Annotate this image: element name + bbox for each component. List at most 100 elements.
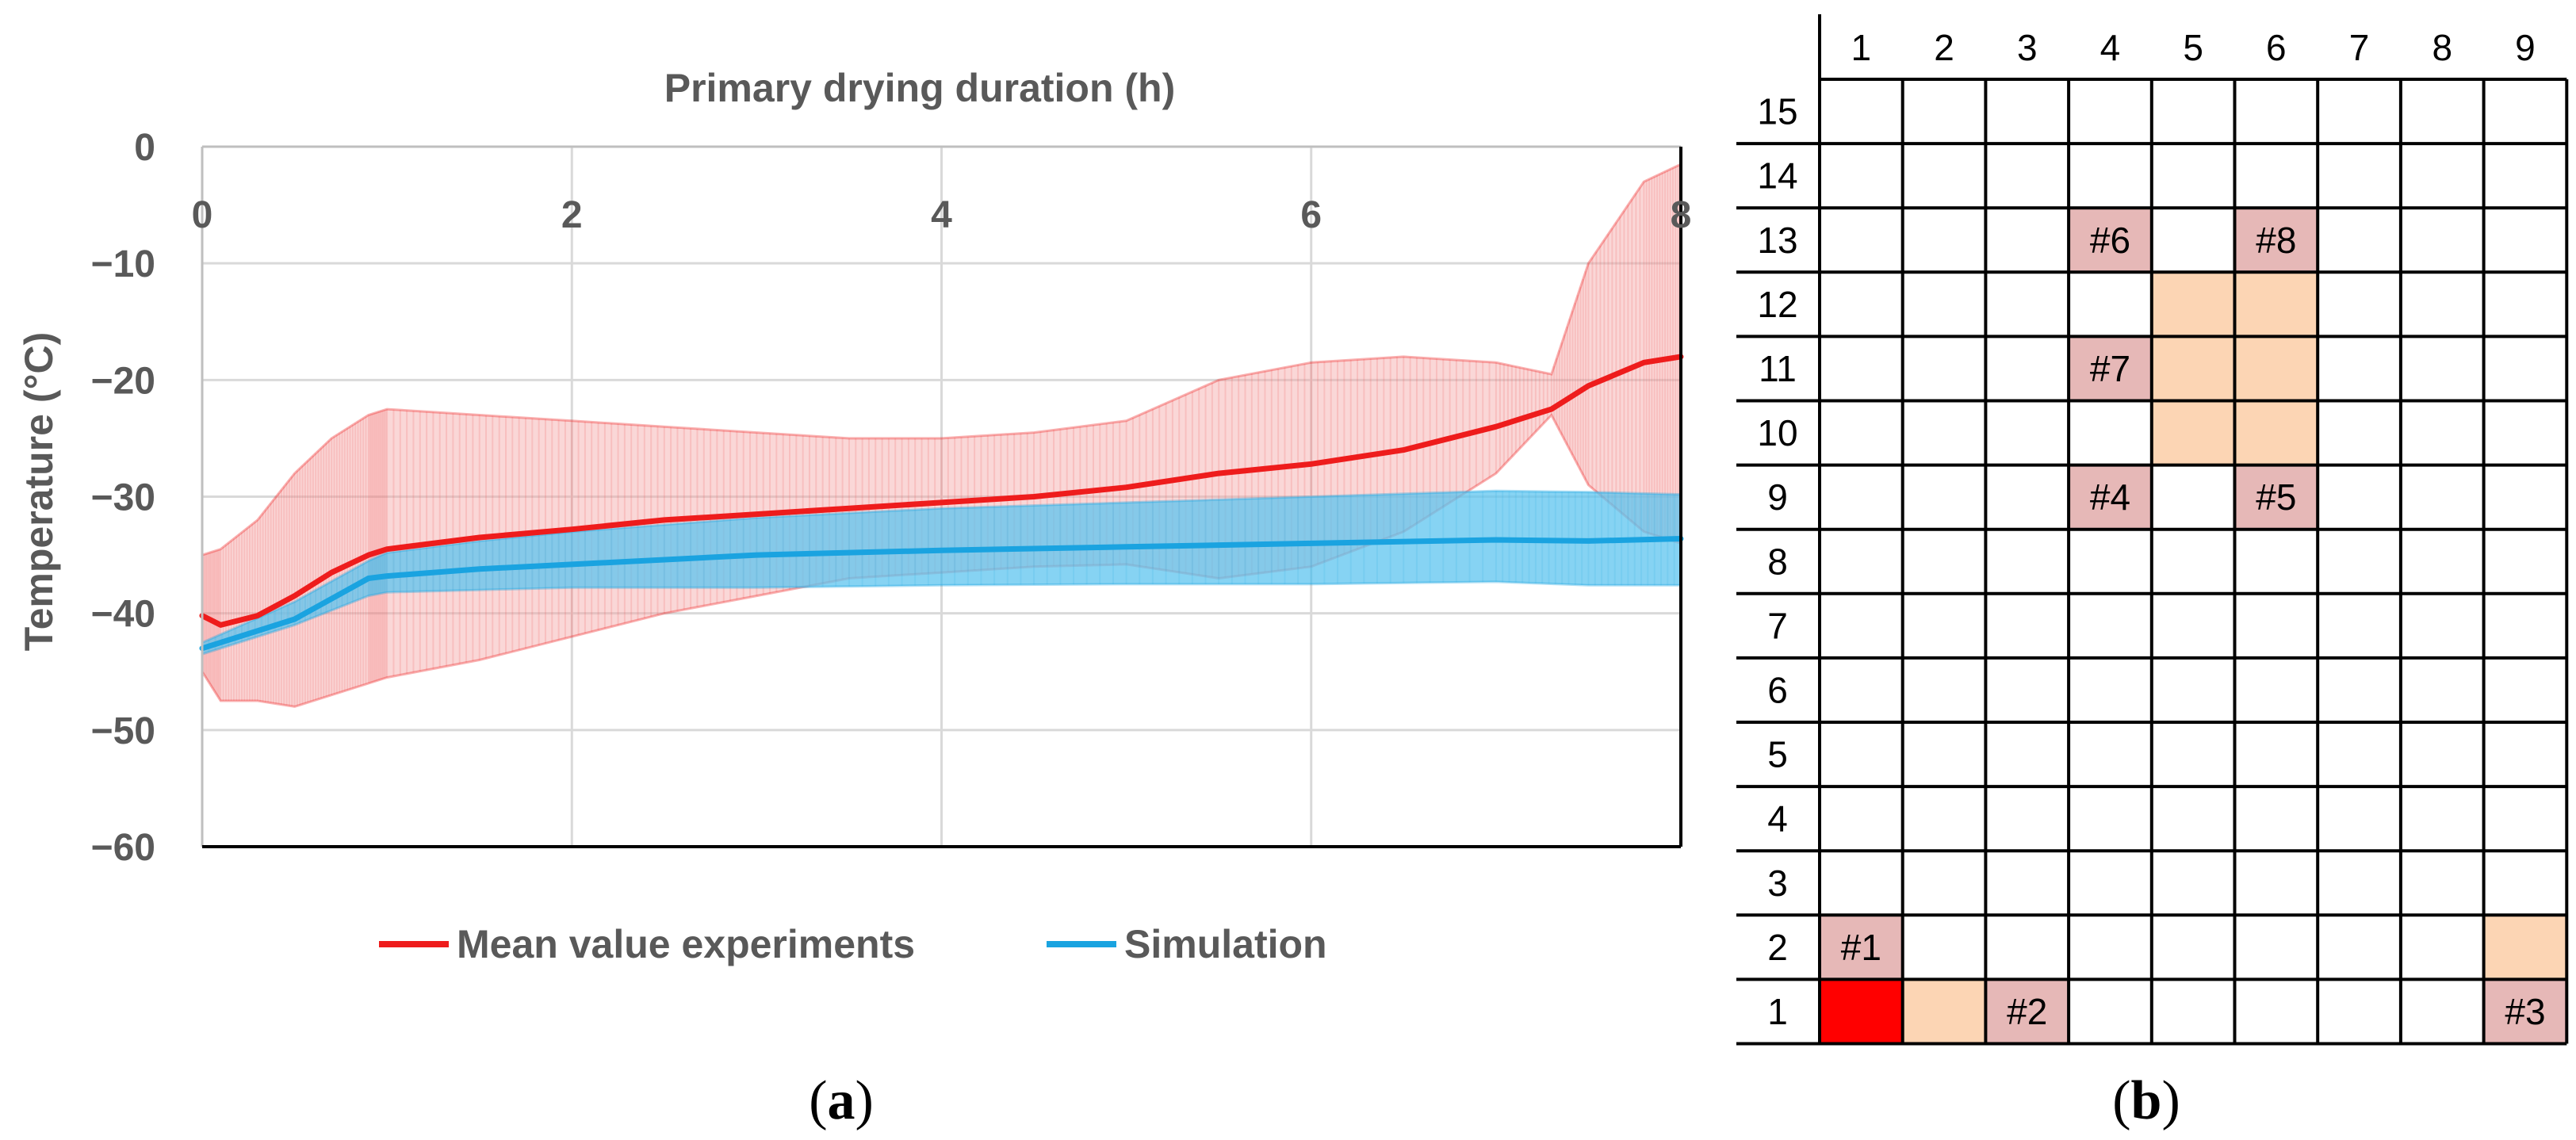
row-number: 2 [1767, 927, 1788, 968]
cell-fill [2234, 336, 2318, 401]
column-number: 3 [2017, 27, 2038, 68]
grid-cells: #6 #8 #7 #4 #5 #1 #2 #3 [1820, 208, 2567, 1044]
row-number: 9 [1767, 476, 1788, 518]
cell-fill [2151, 336, 2235, 401]
cell-label: #8 [2256, 220, 2296, 261]
grid-cell: #8 [2234, 208, 2318, 273]
row-number: 8 [1767, 541, 1788, 582]
cell-fill [2234, 400, 2318, 465]
column-number: 2 [1934, 27, 1954, 68]
cell-fill [1820, 915, 1903, 980]
x-tick-labels: 0 2 4 6 8 [192, 194, 1692, 236]
cell-fill [2234, 208, 2318, 273]
row-number: 5 [1767, 734, 1788, 775]
panel-label-b: (b) [2112, 1070, 2180, 1131]
cell-label: #5 [2256, 476, 2296, 518]
column-number: 8 [2432, 27, 2452, 68]
row-number: 14 [1757, 155, 1797, 197]
row-number: 13 [1757, 220, 1797, 261]
cell-label: #6 [2090, 220, 2130, 261]
row-number: 4 [1767, 798, 1788, 840]
legend-label: Mean value experiments [457, 922, 915, 966]
cell-label: #1 [1841, 927, 1881, 968]
x-tick-label: 0 [192, 194, 213, 236]
row-number: 12 [1757, 284, 1797, 325]
row-number: 15 [1757, 91, 1797, 132]
cell-fill [2069, 208, 2152, 273]
x-tick-label: 4 [931, 194, 952, 236]
cell-fill [1985, 979, 2069, 1044]
chart-axes [201, 145, 1682, 848]
grid-cell [1820, 979, 1903, 1044]
grid-cell: #2 [1985, 979, 2069, 1044]
cell-fill [2151, 272, 2235, 337]
y-axis-title: Temperature (°C) [17, 332, 61, 651]
row-number: 6 [1767, 669, 1788, 710]
y-tick-label: −10 [91, 243, 155, 285]
grid-cell [2234, 336, 2318, 401]
grid-cell: #3 [2483, 979, 2567, 1044]
column-number: 5 [2183, 27, 2203, 68]
row-numbers: 15 14 13 12 11 10 9 8 7 6 5 4 3 2 1 [1757, 91, 1797, 1032]
x-tick-label: 6 [1300, 194, 1322, 236]
column-numbers: 1 2 3 4 5 6 7 8 9 [1851, 27, 2536, 68]
cell-fill [1902, 979, 1986, 1044]
cell-fill [2234, 272, 2318, 337]
temperature-chart: 0 2 4 6 8 0 −10 −20 −30 −40 −50 −60 Primary drying… [17, 66, 1691, 1131]
series-lines [199, 354, 1684, 652]
y-tick-label: −20 [91, 360, 155, 402]
y-tick-label: −40 [91, 594, 155, 636]
column-number: 9 [2515, 27, 2536, 68]
cell-fill [2069, 336, 2152, 401]
series-line-experiments [199, 354, 1684, 628]
cell-label: #2 [2007, 991, 2047, 1032]
cell-label: #7 [2090, 348, 2130, 389]
cell-label: #4 [2090, 476, 2130, 518]
y-tick-label: 0 [134, 127, 155, 169]
row-number: 11 [1759, 348, 1797, 389]
grid-cell: #7 [2069, 336, 2152, 401]
error-bars-simulation [201, 491, 1675, 655]
grid-cell [2151, 272, 2235, 337]
y-tick-label: −30 [91, 477, 155, 519]
grid-cell [2234, 272, 2318, 337]
x-tick-label: 2 [561, 194, 583, 236]
row-number: 1 [1767, 991, 1788, 1032]
column-number: 6 [2266, 27, 2287, 68]
x-tick-label: 8 [1671, 194, 1692, 236]
grid-cell: #1 [1820, 915, 1903, 980]
cell-fill [2069, 465, 2152, 530]
cell-fill [1820, 979, 1903, 1044]
grid-cell [1902, 979, 1986, 1044]
chart-legend: Mean value experiments Simulation [379, 922, 1327, 966]
grid-lines [1736, 14, 2569, 1046]
y-tick-label: −60 [91, 827, 155, 869]
grid-cell: #5 [2234, 465, 2318, 530]
column-number: 4 [2100, 27, 2121, 68]
row-number: 10 [1757, 412, 1797, 453]
row-number: 7 [1767, 605, 1788, 646]
legend-item-simulation: Simulation [1047, 922, 1327, 966]
column-number: 7 [2349, 27, 2370, 68]
column-number: 1 [1851, 27, 1872, 68]
grid-cell: #6 [2069, 208, 2152, 273]
grid-cell [2483, 915, 2567, 980]
grid-cell: #4 [2069, 465, 2152, 530]
y-tick-label: −50 [91, 710, 155, 752]
cell-label: #3 [2505, 991, 2545, 1032]
y-tick-labels: 0 −10 −20 −30 −40 −50 −60 [91, 127, 155, 869]
grid-cell [2151, 336, 2235, 401]
x-axis-title: Primary drying duration (h) [664, 66, 1176, 110]
grid-cell [2151, 400, 2235, 465]
cell-fill [2234, 465, 2318, 530]
cell-fill [2483, 915, 2567, 980]
panel-label-a: (a) [809, 1070, 874, 1131]
series-line-simulation [199, 536, 1684, 652]
legend-label: Simulation [1124, 922, 1327, 966]
row-number: 3 [1767, 863, 1788, 904]
cell-fill [2151, 400, 2235, 465]
grid-cell [2234, 400, 2318, 465]
cell-fill [2483, 979, 2567, 1044]
